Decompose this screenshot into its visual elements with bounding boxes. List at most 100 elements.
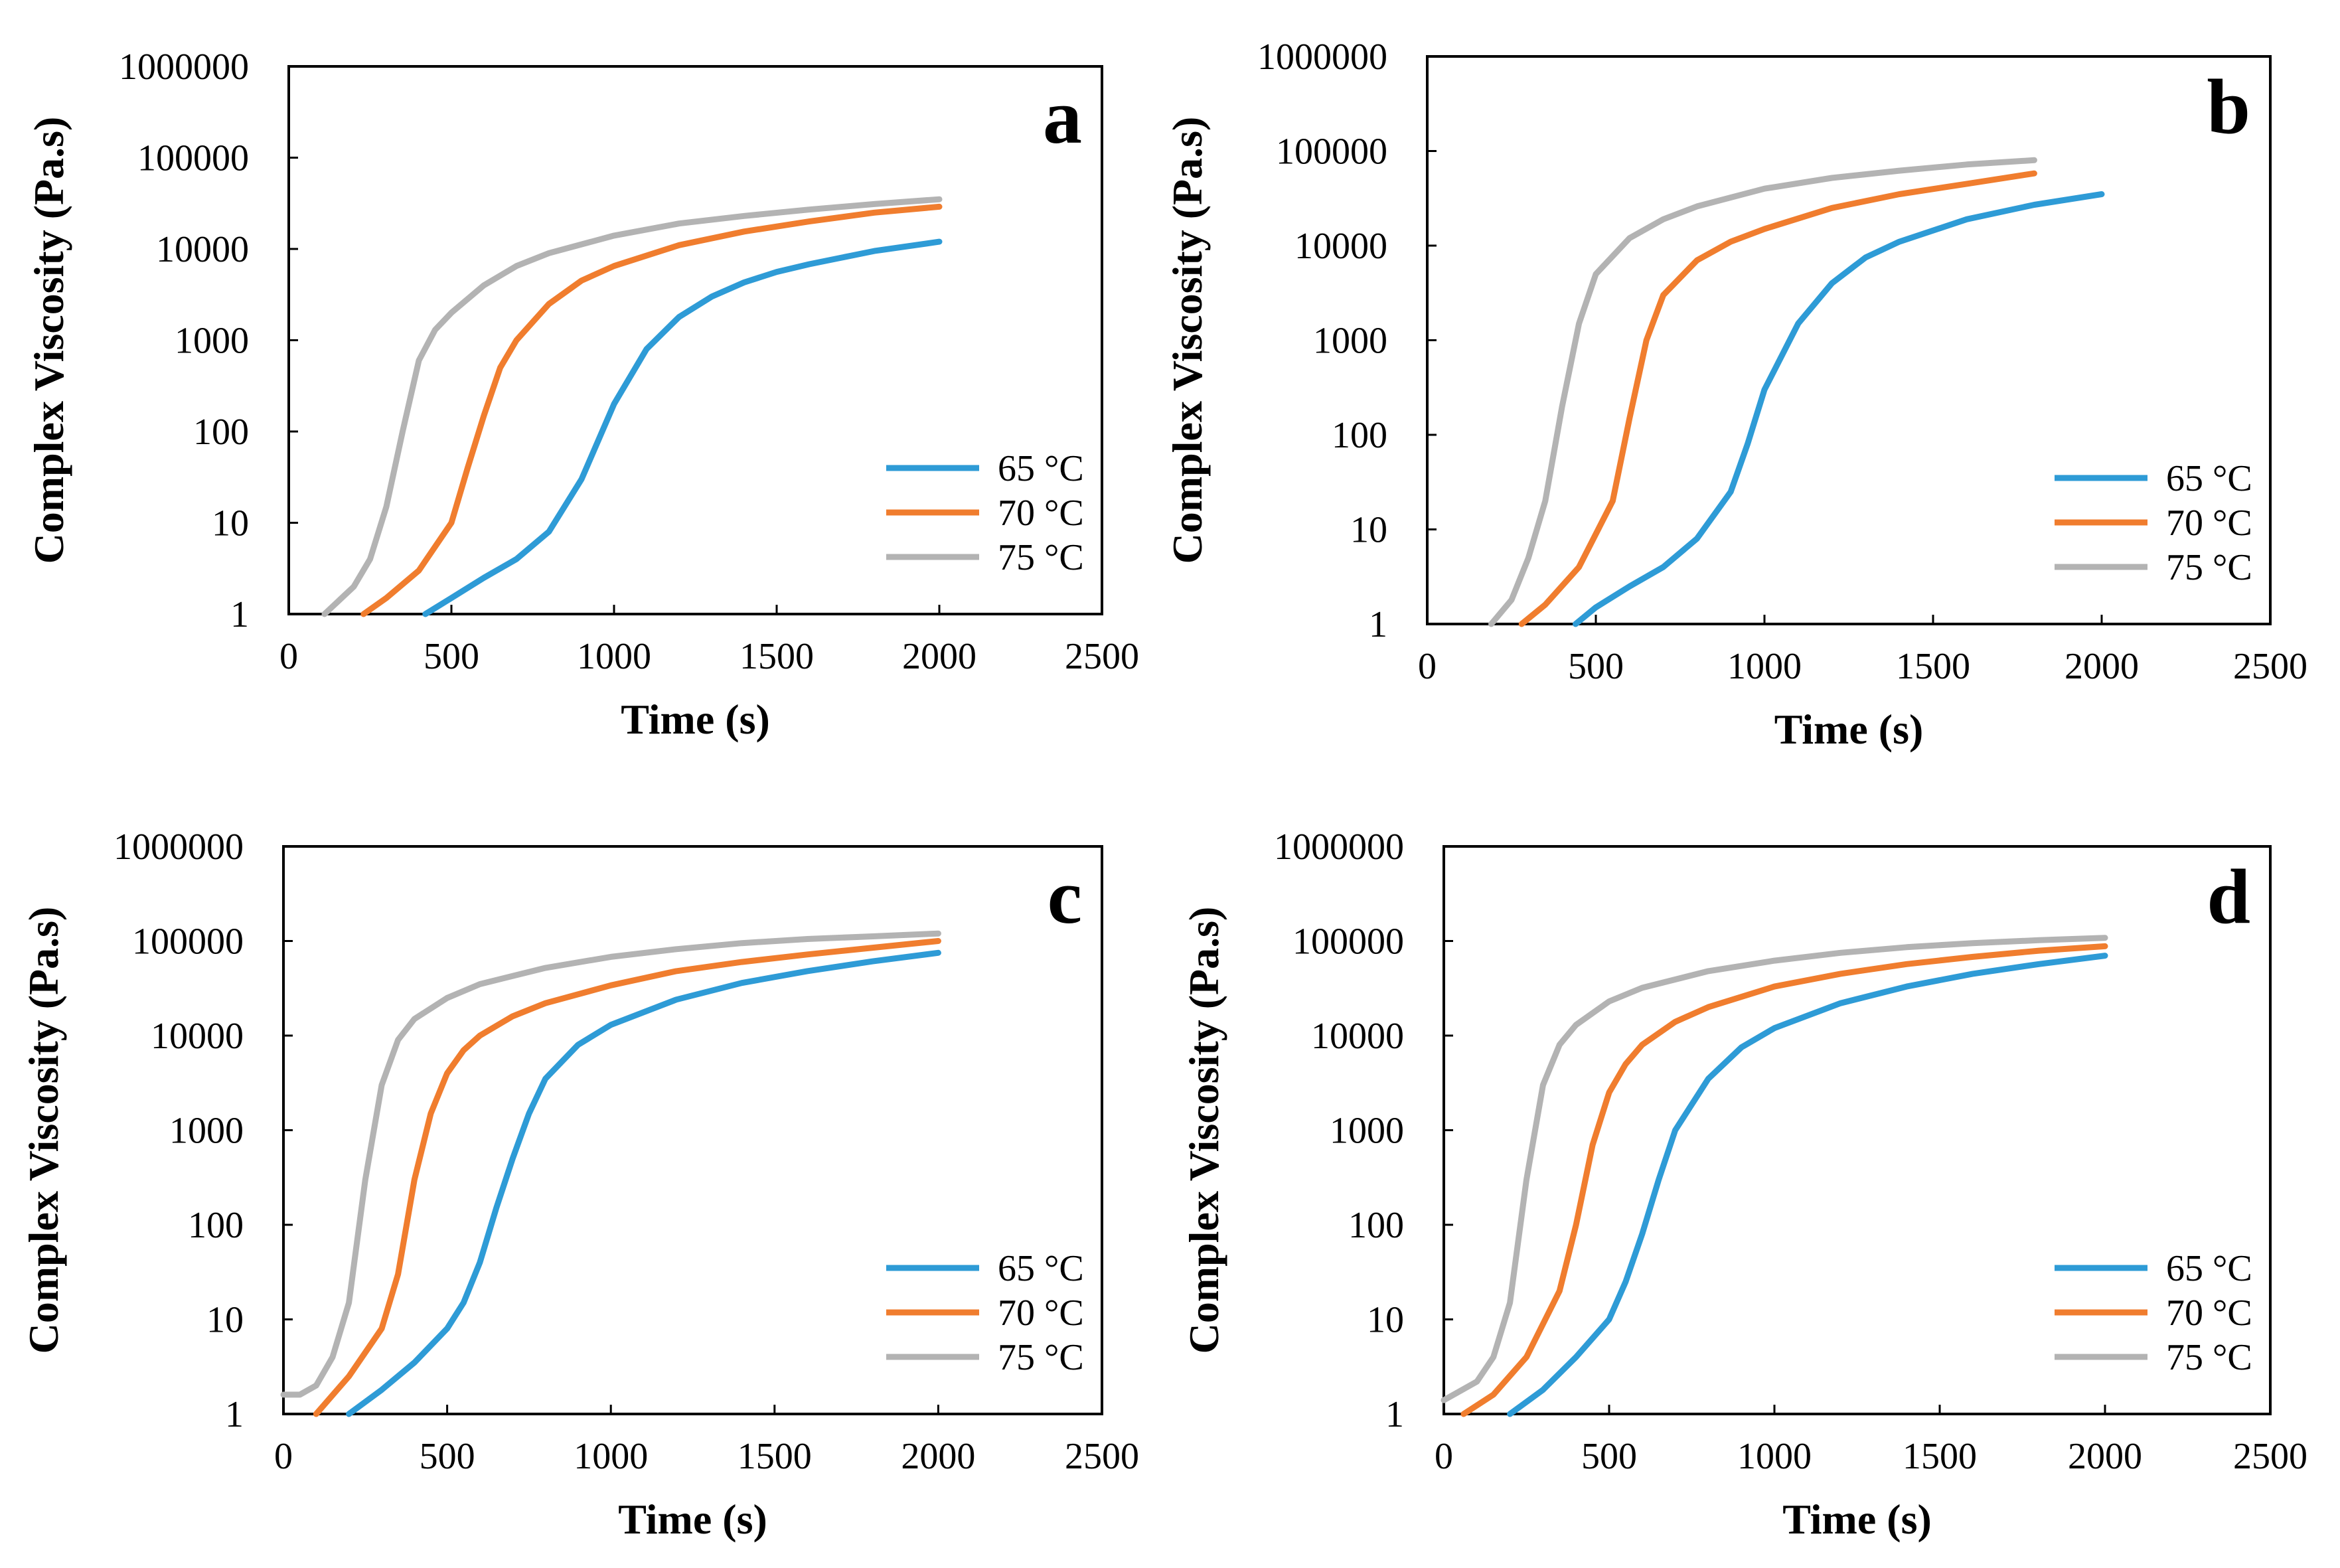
x-tick-label: 0 xyxy=(279,636,298,677)
legend-entry: 70 °C xyxy=(998,493,1084,534)
x-tick-label: 0 xyxy=(1435,1436,1453,1477)
y-axis-title: Complex Viscosity (Pa.s) xyxy=(20,907,67,1354)
series-line-3 xyxy=(1488,157,2037,627)
panel-b: 0 500 1000 1500 2000 2500 1 10 100 1000 10000 10000… xyxy=(1164,37,2307,753)
x-tick-label: 2000 xyxy=(2065,646,2139,687)
x-axis-title: Time (s) xyxy=(621,696,770,743)
y-tick-label: 1000000 xyxy=(114,826,244,868)
y-tick-label: 1000000 xyxy=(1257,37,1387,78)
y-tick-label: 10000 xyxy=(151,1016,244,1057)
x-tick-label: 1500 xyxy=(740,636,814,677)
legend: 65 °C70 °C75 °C xyxy=(2055,458,2252,588)
x-axis-title: Time (s) xyxy=(1782,1496,1932,1543)
series-line-2 xyxy=(313,938,941,1417)
y-tick-label: 1000 xyxy=(1313,321,1387,362)
x-tick-label: 500 xyxy=(1581,1436,1637,1477)
y-tick-label: 10000 xyxy=(1294,226,1387,267)
y-tick-label: 1000 xyxy=(1330,1111,1404,1152)
x-tick-label: 1500 xyxy=(1896,646,1970,687)
y-tick-label: 100000 xyxy=(137,138,249,179)
series-line-2 xyxy=(1460,943,2108,1417)
legend-entry: 70 °C xyxy=(2166,503,2252,544)
y-tick-label: 1 xyxy=(1369,604,1387,645)
panel-c: 0 500 1000 1500 2000 2500 1 10 100 1000 10000 10000… xyxy=(20,826,1139,1543)
legend: 65 °C70 °C75 °C xyxy=(886,448,1084,578)
plot-frame xyxy=(287,65,1103,615)
y-tick-label: 1 xyxy=(230,594,249,635)
series-line-2 xyxy=(1518,170,2037,627)
legend-entry: 75 °C xyxy=(2166,1337,2252,1378)
x-tick-label: 2000 xyxy=(902,636,976,677)
series-line-2 xyxy=(360,203,943,617)
panel-letter: b xyxy=(2207,63,2250,150)
y-tick-label: 100 xyxy=(193,412,249,453)
y-tick-label: 1000000 xyxy=(1274,826,1404,868)
legend-entry: 75 °C xyxy=(2166,547,2252,588)
y-tick-label: 1 xyxy=(1385,1394,1404,1435)
panel-d: 0 500 1000 1500 2000 2500 1 10 100 1000 10000 10000… xyxy=(1180,826,2307,1543)
legend: 65 °C70 °C75 °C xyxy=(2055,1248,2252,1378)
x-tick-label: 500 xyxy=(424,636,479,677)
x-tick-label: 2500 xyxy=(1065,636,1139,677)
legend-entry: 70 °C xyxy=(2166,1293,2252,1334)
x-tick-label: 1500 xyxy=(738,1436,812,1477)
x-axis-title: Time (s) xyxy=(618,1496,767,1543)
legend: 65 °C70 °C75 °C xyxy=(886,1248,1084,1378)
x-tick-label: 1000 xyxy=(577,636,651,677)
x-tick-label: 1000 xyxy=(1737,1436,1812,1477)
panel-letter: d xyxy=(2207,853,2250,940)
y-tick-label: 100000 xyxy=(1292,921,1404,963)
y-axis-title: Complex Viscosity (Pa.s) xyxy=(1164,117,1211,564)
y-tick-label: 100 xyxy=(1332,415,1387,456)
y-tick-label: 100000 xyxy=(1276,131,1387,173)
legend-entry: 75 °C xyxy=(998,537,1084,578)
legend-entry: 65 °C xyxy=(2166,458,2252,499)
series-line-1 xyxy=(1573,191,2105,627)
plot-frame xyxy=(282,845,1103,1415)
y-tick-label: 1000 xyxy=(175,321,249,362)
y-axis-title: Complex Viscosity (Pa.s) xyxy=(25,117,72,564)
y-tick-label: 10000 xyxy=(156,229,249,270)
x-tick-label: 0 xyxy=(274,1436,293,1477)
y-tick-label: 10 xyxy=(206,1300,244,1341)
series-line-3 xyxy=(280,930,941,1398)
x-tick-label: 1000 xyxy=(574,1436,648,1477)
y-tick-label: 1000000 xyxy=(119,46,249,88)
x-tick-label: 2000 xyxy=(901,1436,975,1477)
legend-entry: 65 °C xyxy=(2166,1248,2252,1289)
x-tick-label: 2500 xyxy=(2233,646,2307,687)
panel-letter: c xyxy=(1048,853,1082,940)
y-axis-title: Complex Viscosity (Pa.s) xyxy=(1180,907,1227,1354)
panel-letter: a xyxy=(1043,73,1082,160)
x-axis-title: Time (s) xyxy=(1774,706,1924,753)
series-line-1 xyxy=(422,238,943,617)
x-tick-label: 0 xyxy=(1418,646,1437,687)
legend-entry: 65 °C xyxy=(998,1248,1084,1289)
x-tick-label: 2500 xyxy=(1065,1436,1139,1477)
panel-a: 0 500 1000 1500 2000 2500 1 10 100 1000 10000 10000… xyxy=(25,46,1139,743)
series-line-1 xyxy=(1507,953,2108,1417)
y-tick-label: 10 xyxy=(1350,510,1387,551)
x-tick-label: 2000 xyxy=(2068,1436,2142,1477)
series-line-3 xyxy=(1441,935,2108,1403)
x-tick-label: 2500 xyxy=(2233,1436,2307,1477)
y-tick-label: 10 xyxy=(212,503,249,544)
plot-frame xyxy=(1443,845,2272,1415)
x-tick-label: 500 xyxy=(1568,646,1624,687)
y-tick-label: 1 xyxy=(225,1394,244,1435)
y-tick-label: 100 xyxy=(188,1205,244,1246)
legend-entry: 75 °C xyxy=(998,1337,1084,1378)
y-tick-label: 10000 xyxy=(1311,1016,1404,1057)
y-tick-label: 10 xyxy=(1367,1300,1404,1341)
series-line-1 xyxy=(346,949,941,1417)
x-tick-label: 500 xyxy=(420,1436,475,1477)
y-tick-label: 100 xyxy=(1348,1205,1404,1246)
legend-entry: 70 °C xyxy=(998,1293,1084,1334)
y-tick-label: 1000 xyxy=(169,1111,244,1152)
series-line-3 xyxy=(321,196,943,617)
plot-frame xyxy=(1426,55,2272,625)
legend-entry: 65 °C xyxy=(998,448,1084,489)
y-tick-label: 100000 xyxy=(132,921,244,963)
x-tick-label: 1000 xyxy=(1727,646,1802,687)
